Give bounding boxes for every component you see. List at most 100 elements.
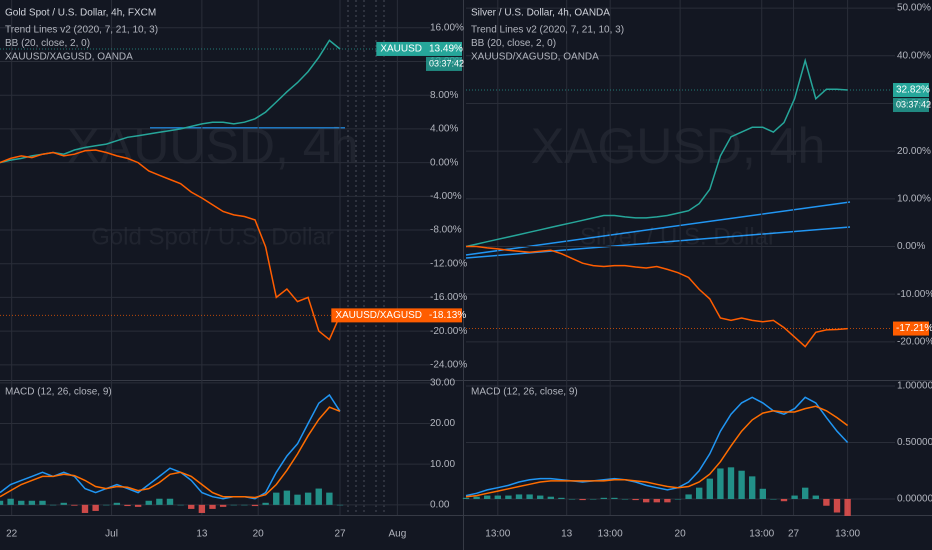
y-tick-label: -24.00% [430,359,467,370]
histogram-bar [230,504,237,506]
y-tick-label: -4.00% [430,191,462,202]
histogram-bar [315,488,322,505]
indicator-label: Trend Lines v2 (2020, 7, 21, 10, 3) [471,25,624,36]
y-tick-label: 4.00% [430,124,458,135]
histogram-bar [515,494,523,499]
histogram-bar [219,504,227,507]
histogram-bar [251,504,259,507]
histogram-bar [780,498,788,502]
histogram-bar [39,500,46,505]
x-tick-label: 13:00 [835,529,860,540]
macd-line [465,405,849,498]
y-tick-label: 0.00 [430,499,450,510]
macd-title: MACD (12, 26, close, 9) [471,387,578,398]
watermark: Silver / U.S. Dollar [580,223,776,250]
histogram-bar [749,476,756,499]
series-tag [376,41,426,56]
price-tag-label: 32.82% [896,85,930,96]
indicator-label: XAUUSD/XAGUSD, OANDA [471,52,599,63]
x-tick-label: Aug [388,529,406,540]
histogram-bar [727,467,735,499]
histogram-bar [717,468,724,499]
histogram-bar [28,500,36,505]
histogram-bar [611,497,618,499]
histogram-bar [526,494,533,499]
histogram-bar [494,495,501,499]
histogram-bar [49,504,57,506]
histogram-bar [134,504,142,507]
histogram-bar [600,497,607,499]
histogram-bar [653,498,660,503]
y-tick-label: -20.00% [430,326,467,337]
histogram-bar [198,504,206,513]
histogram-bar [0,500,4,505]
indicator-label: BB (20, close, 2, 0) [471,38,556,49]
series-tag [331,308,426,323]
price-tag [893,83,929,98]
histogram-bar [273,492,280,505]
histogram-bar [802,487,809,499]
histogram-bar [537,495,544,499]
histogram-bar [696,487,703,499]
histogram-bar [590,498,597,500]
y-tick-label: 30.00 [430,377,455,388]
histogram-bar [759,488,766,499]
histogram-bar [124,504,131,507]
histogram-bar [568,498,576,500]
histogram-bar [791,495,798,499]
x-tick-label: 13:00 [749,529,774,540]
x-tick-label: 13:00 [485,529,510,540]
x-tick-label: 20 [253,529,265,540]
histogram-bar [664,498,671,503]
histogram-bar [294,494,301,505]
histogram-bar [60,502,67,505]
y-tick-label: 10.00 [430,459,455,470]
y-tick-label: 20.00 [430,418,455,429]
chart-title: Silver / U.S. Dollar, 4h, OANDA [471,8,610,19]
watermark: XAGUSD, 4h [531,118,826,174]
histogram-bar [71,504,78,506]
histogram-bar [241,504,248,506]
indicator-label: Trend Lines v2 (2020, 7, 21, 10, 3) [5,25,158,36]
y-tick-label: 50.00% [897,3,931,14]
session-markers [347,0,385,515]
histogram-bar [812,495,819,499]
histogram-bar [579,498,586,501]
macd-line [0,406,341,499]
y-tick-label: 0.00% [430,157,458,168]
histogram-bar [632,498,639,501]
y-tick-label: -8.00% [430,225,462,236]
countdown-tag [426,56,462,71]
histogram-bar [209,504,216,509]
price-line [0,149,341,341]
y-tick-label: 8.00% [430,90,458,101]
series-tag-label: XAUUSD/XAGUSD [335,310,422,321]
x-tick-label: 22 [6,529,18,540]
macd-title: MACD (12, 26, close, 9) [5,387,112,398]
y-tick-label: -10.00% [897,289,932,300]
histogram-bar [156,498,163,505]
y-tick-label: -12.00% [430,258,467,269]
y-tick-label: 16.00% [430,22,464,33]
histogram-bar [304,492,312,505]
x-tick-label: 13:00 [598,529,623,540]
indicator-label: BB (20, close, 2, 0) [5,38,90,49]
histogram-bar [738,470,745,499]
histogram-bar [770,498,777,500]
histogram-bar [81,504,89,513]
y-tick-label: -16.00% [430,292,467,303]
price-tag-label: -18.13% [429,310,466,321]
histogram-bar [547,496,554,499]
price-tag [426,41,462,56]
histogram-bar [674,498,682,500]
histogram-bar [685,494,692,499]
y-tick-label: 0.50000 [897,437,932,448]
y-tick-label: 0.00% [897,241,925,252]
y-tick-label: 10.00% [897,193,931,204]
histogram-bar [283,490,291,505]
histogram-bar [823,498,830,506]
histogram-bar [844,498,851,516]
indicator-label: XAUUSD/XAGUSD, OANDA [5,52,133,63]
